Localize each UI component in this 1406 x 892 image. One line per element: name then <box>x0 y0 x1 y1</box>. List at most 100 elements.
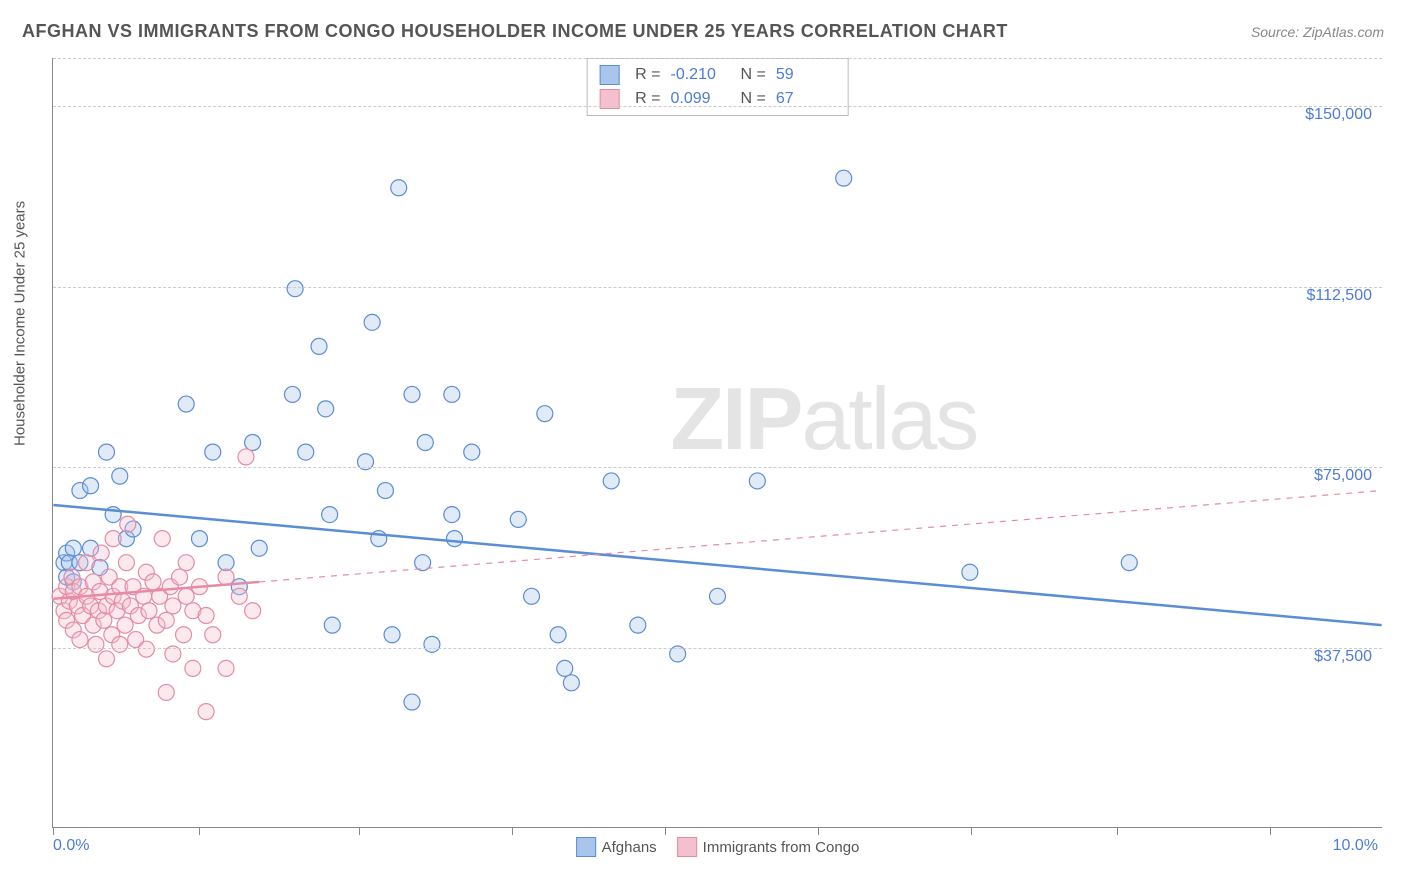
gridline-h <box>53 648 1382 649</box>
data-point-congo <box>238 449 254 465</box>
chart-container: AFGHAN VS IMMIGRANTS FROM CONGO HOUSEHOL… <box>0 0 1406 892</box>
data-point-afghans <box>298 444 314 460</box>
stat-label-n: N = <box>741 66 766 84</box>
data-point-afghans <box>962 564 978 580</box>
data-point-afghans <box>444 507 460 523</box>
data-point-congo <box>112 636 128 652</box>
data-point-congo <box>72 632 88 648</box>
data-point-afghans <box>510 511 526 527</box>
data-point-afghans <box>836 170 852 186</box>
data-point-congo <box>96 612 112 628</box>
data-point-congo <box>231 588 247 604</box>
data-point-afghans <box>710 588 726 604</box>
y-axis-title: Householder Income Under 25 years <box>12 201 29 446</box>
y-tick-label: $37,500 <box>1314 630 1372 666</box>
source-label: Source: ZipAtlas.com <box>1251 24 1384 40</box>
data-point-congo <box>198 704 214 720</box>
data-point-afghans <box>318 401 334 417</box>
stat-value-n: 59 <box>776 66 836 84</box>
data-point-afghans <box>99 444 115 460</box>
data-point-congo <box>145 574 161 590</box>
series-legend: Afghans Immigrants from Congo <box>576 837 860 857</box>
x-tick <box>359 827 360 835</box>
data-point-afghans <box>205 444 221 460</box>
data-point-congo <box>88 636 104 652</box>
data-point-congo <box>138 641 154 657</box>
gridline-h <box>53 467 1382 468</box>
data-point-congo <box>99 651 115 667</box>
legend-label: Immigrants from Congo <box>703 839 860 856</box>
data-point-congo <box>158 612 174 628</box>
data-point-afghans <box>444 386 460 402</box>
data-point-afghans <box>178 396 194 412</box>
correlation-legend-box: R = -0.210 N = 59 R =0.099N =67 <box>586 58 849 116</box>
y-tick-label: $112,500 <box>1306 269 1372 305</box>
data-point-afghans <box>557 660 573 676</box>
data-point-congo <box>154 531 170 547</box>
legend-swatch <box>599 65 619 85</box>
x-tick <box>1270 827 1271 835</box>
data-point-afghans <box>384 627 400 643</box>
data-point-congo <box>118 555 134 571</box>
data-point-congo <box>218 569 234 585</box>
data-point-afghans <box>377 483 393 499</box>
data-point-congo <box>165 598 181 614</box>
data-point-afghans <box>287 281 303 297</box>
data-point-afghans <box>1121 555 1137 571</box>
data-point-afghans <box>563 675 579 691</box>
data-point-afghans <box>524 588 540 604</box>
scatter-svg <box>53 58 1382 827</box>
legend-swatch <box>576 837 596 857</box>
stat-label-r: R = <box>635 66 660 84</box>
data-point-afghans <box>630 617 646 633</box>
x-tick <box>818 827 819 835</box>
x-tick <box>53 827 54 835</box>
x-tick <box>512 827 513 835</box>
data-point-afghans <box>324 617 340 633</box>
gridline-h <box>53 287 1382 288</box>
stat-value-r: -0.210 <box>671 66 731 84</box>
data-point-congo <box>158 684 174 700</box>
data-point-afghans <box>245 435 261 451</box>
data-point-afghans <box>112 468 128 484</box>
y-tick-label: $150,000 <box>1305 88 1372 124</box>
data-point-congo <box>93 545 109 561</box>
trend-line-dashed-congo <box>259 491 1381 582</box>
data-point-afghans <box>65 540 81 556</box>
data-point-afghans <box>251 540 267 556</box>
data-point-afghans <box>218 555 234 571</box>
data-point-congo <box>185 660 201 676</box>
data-point-afghans <box>191 531 207 547</box>
data-point-afghans <box>749 473 765 489</box>
data-point-afghans <box>550 627 566 643</box>
stats-row-congo: R =0.099N =67 <box>599 87 836 111</box>
data-point-congo <box>176 627 192 643</box>
data-point-congo <box>105 531 121 547</box>
data-point-afghans <box>284 386 300 402</box>
legend-item-afghans: Afghans <box>576 837 657 857</box>
data-point-congo <box>117 617 133 633</box>
legend-swatch <box>677 837 697 857</box>
data-point-afghans <box>311 338 327 354</box>
data-point-afghans <box>417 435 433 451</box>
data-point-congo <box>79 555 95 571</box>
data-point-afghans <box>447 531 463 547</box>
x-tick <box>665 827 666 835</box>
data-point-afghans <box>537 406 553 422</box>
stats-row-afghans: R = -0.210 N = 59 <box>599 63 836 87</box>
legend-label: Afghans <box>602 839 657 856</box>
data-point-congo <box>205 627 221 643</box>
data-point-afghans <box>322 507 338 523</box>
data-point-afghans <box>391 180 407 196</box>
data-point-congo <box>198 608 214 624</box>
x-tick <box>971 827 972 835</box>
chart-title: AFGHAN VS IMMIGRANTS FROM CONGO HOUSEHOL… <box>22 21 1008 42</box>
data-point-afghans <box>424 636 440 652</box>
x-tick <box>1117 827 1118 835</box>
gridline-h <box>53 58 1382 59</box>
data-point-afghans <box>603 473 619 489</box>
data-point-congo <box>245 603 261 619</box>
data-point-congo <box>172 569 188 585</box>
plot-area: ZIPatlas R =-0.210N =59R =0.099N =67 Afg… <box>52 58 1382 828</box>
data-point-congo <box>120 516 136 532</box>
